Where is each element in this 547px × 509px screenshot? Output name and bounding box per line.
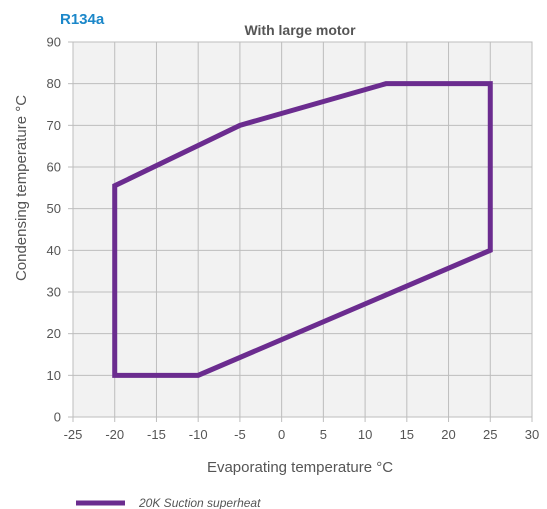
y-tick-label: 80 [47,76,61,91]
x-tick-label: 10 [358,427,372,442]
x-tick-label: 25 [483,427,497,442]
y-tick-label: 60 [47,160,61,175]
x-tick-label: 20 [441,427,455,442]
legend: 20K Suction superheat [76,496,261,509]
legend-label: 20K Suction superheat [138,496,261,509]
x-axis-title: Evaporating temperature °C [207,459,393,476]
x-tick-label: -5 [234,427,246,442]
chart-title: With large motor [244,22,356,38]
x-tick-label: -10 [189,427,208,442]
series-layer [112,81,493,378]
x-tick-label: -25 [64,427,83,442]
y-tick-label: 30 [47,285,61,300]
plot-area [72,41,533,418]
y-tick-label: 70 [47,118,61,133]
y-tick-label: 20 [47,326,61,341]
x-tick-label: 30 [525,427,539,442]
series-envelope-line [112,81,493,378]
x-tick-label: 5 [320,427,327,442]
x-axis-ticks: -25 -20 -15 -10 -5 0 5 10 15 20 25 30 [64,417,539,442]
y-tick-label: 90 [47,35,61,50]
y-tick-label: 40 [47,243,61,258]
x-tick-label: 15 [400,427,414,442]
y-axis-title: Condensing temperature °C [13,95,30,281]
refrigerant-label: R134a [60,11,105,28]
y-tick-label: 10 [47,368,61,383]
y-axis-ticks: 0 10 20 30 40 50 60 70 80 90 [47,35,73,425]
x-tick-label: -15 [147,427,166,442]
x-tick-label: -20 [105,427,124,442]
y-tick-label: 50 [47,201,61,216]
y-tick-label: 0 [54,410,61,425]
x-tick-label: 0 [278,427,285,442]
